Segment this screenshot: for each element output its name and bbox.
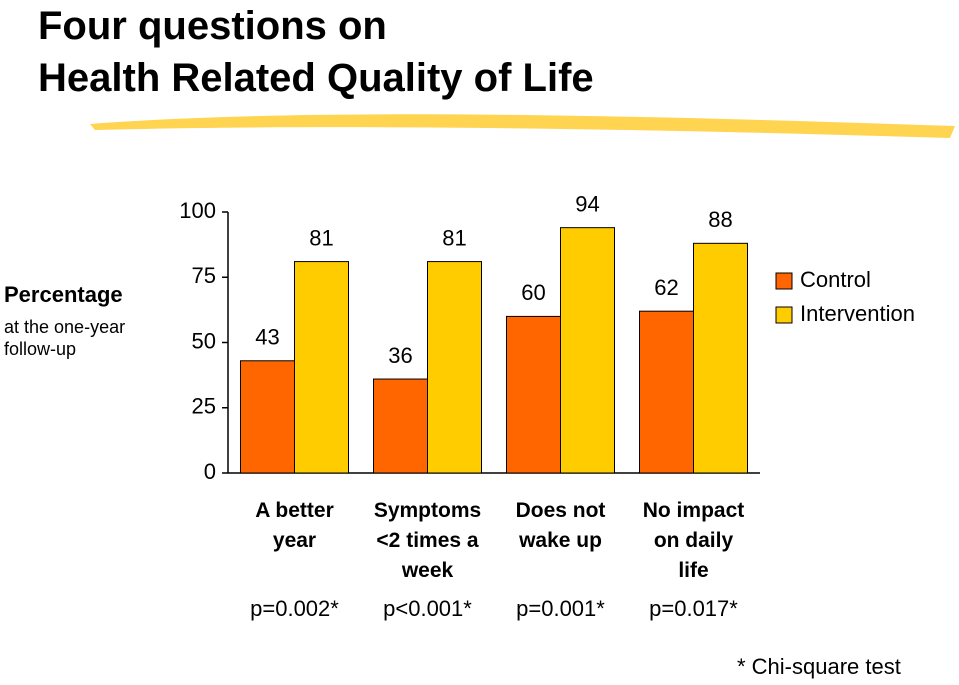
value-label: 62 (654, 275, 678, 300)
legend-label: Intervention (800, 301, 915, 326)
value-label: 81 (309, 225, 333, 250)
value-label: 94 (575, 191, 599, 216)
y-axis-note: at the one-year follow-up (4, 317, 126, 359)
p-value: p=0.001* (516, 596, 605, 621)
x-tick-label: Does not wake up (515, 499, 606, 552)
legend-label: Control (800, 267, 871, 292)
y-axis-label: Percentage (4, 282, 123, 307)
y-tick-label: 50 (192, 328, 216, 353)
x-tick-label: No impact on daily life (642, 499, 745, 582)
value-label: 60 (521, 280, 545, 305)
legend-swatch (775, 272, 793, 290)
y-tick-label: 0 (204, 459, 216, 484)
bar (373, 378, 428, 474)
bar (240, 360, 295, 474)
value-label: 88 (708, 207, 732, 232)
bar (639, 310, 694, 474)
y-tick-label: 75 (192, 263, 216, 288)
value-label: 43 (255, 325, 279, 350)
p-value: p=0.017* (649, 596, 738, 621)
bar (294, 261, 349, 474)
legend-swatch (775, 306, 793, 324)
bar (506, 315, 561, 474)
y-tick-label: 25 (192, 394, 216, 419)
y-tick-label: 100 (179, 198, 216, 223)
bar (560, 227, 615, 474)
footnote: * Chi-square test (737, 654, 901, 679)
brush-stroke (90, 114, 955, 138)
chart-title: Four questions on Health Related Quality… (38, 4, 594, 100)
bar (693, 242, 748, 474)
x-tick-label: A better year (255, 499, 334, 552)
x-tick-label: Symptoms <2 times a week (373, 499, 482, 582)
p-value: p=0.002* (250, 596, 339, 621)
bar (427, 261, 482, 474)
p-value: p<0.001* (383, 596, 472, 621)
value-label: 81 (442, 225, 466, 250)
value-label: 36 (388, 343, 412, 368)
